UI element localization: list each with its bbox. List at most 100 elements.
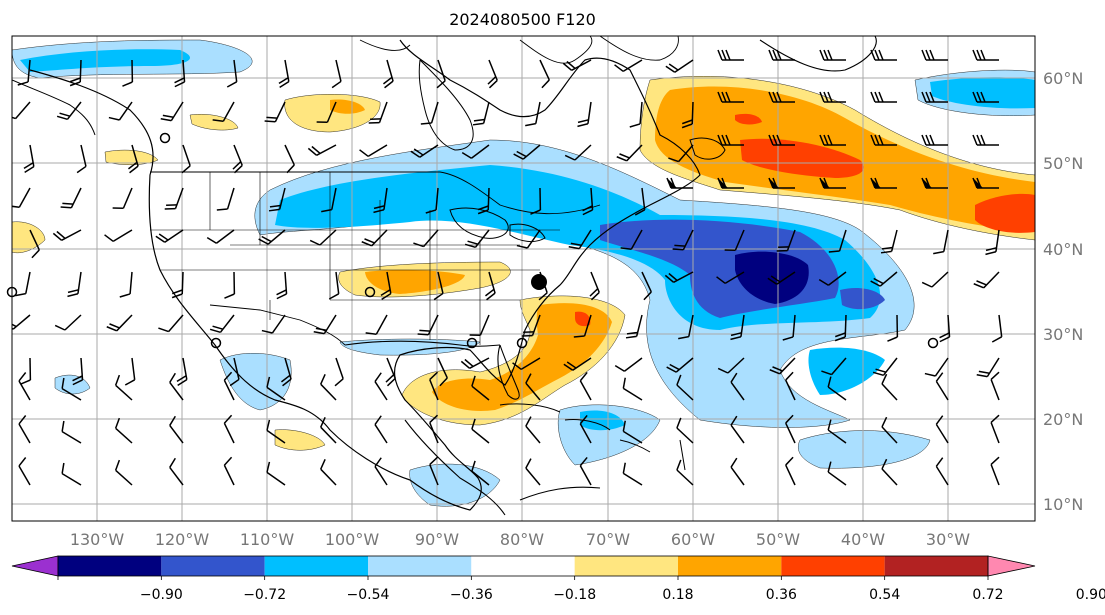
wind-barb xyxy=(827,461,847,486)
wind-barb xyxy=(924,357,949,377)
wind-barb xyxy=(307,144,337,156)
wind-barb xyxy=(676,374,694,401)
wind-barb xyxy=(108,101,133,121)
wind-barb xyxy=(525,373,541,401)
wind-barb xyxy=(313,314,337,335)
wind-barb xyxy=(469,314,490,337)
wind-barb xyxy=(972,91,999,103)
wind-barb xyxy=(769,357,796,375)
lon-tick-label: 60°W xyxy=(671,530,715,549)
wind-barb xyxy=(20,357,32,385)
wind-barb xyxy=(539,59,550,89)
colorbar-tick-label: 0.54 xyxy=(869,587,900,603)
wind-barb xyxy=(880,229,898,254)
wind-barb xyxy=(564,144,592,161)
wind-barb xyxy=(471,375,490,401)
wind-barb xyxy=(991,314,1003,343)
wind-barb xyxy=(834,314,847,342)
wind-barb xyxy=(870,134,897,146)
wind-barb xyxy=(872,357,898,377)
wind-barb xyxy=(104,229,133,242)
wind-barb xyxy=(15,271,31,297)
station-circle xyxy=(927,337,939,349)
wind-barb xyxy=(990,414,1000,444)
wind-barb xyxy=(530,187,542,215)
wind-barb xyxy=(562,59,592,71)
wind-barb xyxy=(870,49,897,61)
colorbar-extend-high xyxy=(987,555,1036,577)
wind-barb xyxy=(976,357,1000,378)
wind-barb xyxy=(461,144,490,159)
wind-barb xyxy=(334,357,344,387)
colorbar-tick-label: −0.18 xyxy=(553,587,596,603)
wind-barb xyxy=(768,49,795,61)
wind-barb xyxy=(678,314,694,340)
station-circle xyxy=(210,337,222,349)
wind-barb xyxy=(935,372,949,401)
colorbar-tick-label: 0.72 xyxy=(972,587,1003,603)
wind-barb xyxy=(525,101,541,127)
hudson-bay-coast xyxy=(418,59,474,151)
wind-barb xyxy=(114,374,133,401)
wind-barb xyxy=(717,177,744,189)
wind-barb xyxy=(484,271,496,301)
wind-barb xyxy=(939,314,951,343)
wind-barb xyxy=(972,49,999,61)
wind-barb xyxy=(268,187,286,212)
wind-barb xyxy=(579,414,592,444)
wind-barb xyxy=(641,271,652,301)
wind-barb xyxy=(622,377,643,401)
wind-barb xyxy=(471,460,490,486)
fill-pos-strong-4 xyxy=(575,311,591,327)
station-markers xyxy=(6,132,939,349)
wind-barb xyxy=(668,144,694,163)
wind-barb xyxy=(229,357,240,387)
wind-barb xyxy=(114,459,133,486)
canadian-arctic-islands xyxy=(359,36,679,64)
wind-barb xyxy=(232,144,243,174)
wind-barb xyxy=(17,59,31,86)
fill-neg-light-9 xyxy=(54,374,91,395)
wind-barb xyxy=(417,314,439,336)
wind-barb xyxy=(990,371,1000,401)
wind-barb xyxy=(785,414,796,444)
wind-barb xyxy=(52,229,82,241)
colorbar-segment xyxy=(264,556,368,576)
fill-neg-light-4 xyxy=(798,430,931,469)
wind-barb xyxy=(164,187,184,210)
wind-barb xyxy=(67,271,82,298)
wind-barb xyxy=(516,229,541,249)
wind-barb xyxy=(730,415,745,444)
wind-barb xyxy=(870,177,897,189)
wind-barb xyxy=(717,357,745,374)
central-america xyxy=(404,419,601,516)
station-circle xyxy=(516,337,528,349)
wind-barb xyxy=(437,357,448,387)
wind-barb xyxy=(12,187,31,208)
wind-barb xyxy=(512,357,541,370)
wind-barb xyxy=(284,144,295,174)
wind-barb xyxy=(169,372,184,401)
colorbar-tick-label: 0.36 xyxy=(766,587,797,603)
wind-barb xyxy=(160,101,184,122)
lat-tick-label: 60°N xyxy=(1043,69,1083,88)
wind-barb xyxy=(730,314,745,341)
wind-barb xyxy=(374,457,388,486)
lon-tick-label: 70°W xyxy=(586,530,630,549)
wind-barb xyxy=(676,417,694,444)
gulf-coast xyxy=(344,340,501,347)
fill-pos-light-5 xyxy=(189,114,239,131)
wind-barb xyxy=(921,49,948,61)
map-title: 2024080500 F120 xyxy=(449,10,596,29)
wind-barb xyxy=(12,101,31,120)
wind-barb xyxy=(973,271,1000,289)
wind-barb xyxy=(921,177,948,189)
fill-pos-light-6 xyxy=(104,149,159,165)
colorbar-segment xyxy=(58,556,162,576)
wind-barb xyxy=(385,357,396,387)
wind-barb xyxy=(61,377,82,401)
wind-barb xyxy=(935,457,949,486)
wind-barb xyxy=(471,418,490,444)
wind-barb xyxy=(767,271,796,285)
